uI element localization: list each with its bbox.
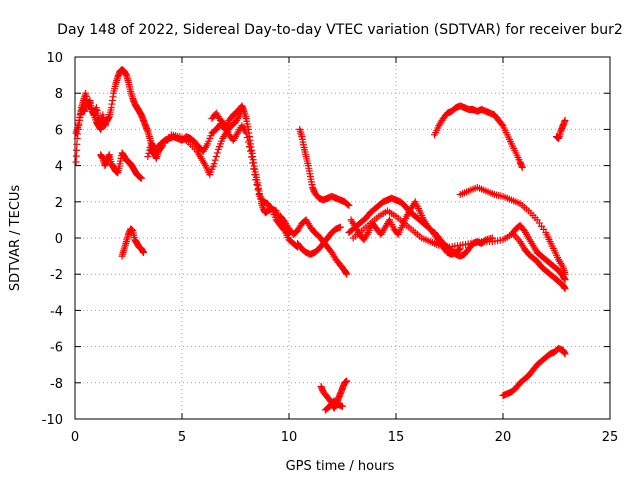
x-tick-label: 20: [495, 430, 512, 445]
data-point: [211, 156, 219, 164]
data-point: [498, 120, 506, 128]
y-tick-label: 8: [55, 87, 63, 102]
data-point: [513, 234, 521, 242]
data-point: [212, 153, 220, 161]
x-tick-label: 15: [388, 430, 405, 445]
data-point: [248, 153, 256, 161]
data-point: [238, 104, 246, 112]
y-axis-title: SDTVAR / TECUs: [8, 185, 23, 292]
data-point: [345, 201, 353, 209]
data-point: [243, 134, 251, 142]
data-point: [267, 204, 275, 212]
data-point: [251, 171, 259, 179]
y-tick-label: -6: [50, 341, 63, 356]
data-point: [561, 350, 569, 358]
axis-ticks: 0 5 10 15 20 25 -10 -8 -6 -4 -2 0 2 4 6 8 10: [42, 51, 619, 445]
data-point: [343, 377, 351, 385]
data-point: [246, 147, 254, 155]
data-point: [344, 201, 352, 209]
data-point: [137, 174, 145, 182]
data-point: [139, 248, 147, 256]
data-points: [72, 66, 569, 414]
y-tick-label: 10: [46, 51, 63, 66]
data-point: [488, 234, 496, 242]
y-tick-label: 2: [55, 196, 63, 211]
data-point: [561, 116, 569, 124]
data-point: [253, 181, 261, 189]
data-point: [343, 270, 351, 278]
y-tick-label: 6: [55, 123, 63, 138]
data-point: [518, 163, 526, 171]
data-point: [254, 186, 262, 194]
y-tick-label: -2: [50, 268, 63, 283]
x-tick-label: 25: [602, 430, 619, 445]
data-point: [245, 143, 253, 151]
x-tick-label: 10: [281, 430, 298, 445]
data-point: [242, 129, 250, 137]
y-tick-label: 0: [55, 232, 63, 247]
data-point: [455, 246, 463, 254]
data-point: [249, 159, 257, 167]
data-point: [336, 223, 344, 231]
data-point: [252, 176, 260, 184]
data-point: [72, 152, 80, 160]
x-tick-label: 5: [178, 430, 186, 445]
x-tick-label: 0: [71, 430, 79, 445]
data-point: [244, 138, 252, 146]
data-point: [339, 402, 346, 410]
data-point: [144, 153, 152, 161]
data-point: [561, 270, 569, 278]
data-point: [250, 165, 258, 173]
data-point: [72, 158, 80, 166]
y-tick-label: -4: [50, 304, 63, 319]
data-point: [220, 119, 228, 127]
data-point: [561, 285, 569, 293]
y-tick-label: -8: [50, 377, 63, 392]
data-point: [73, 146, 81, 154]
chart-title: Day 148 of 2022, Sidereal Day-to-day VTE…: [57, 22, 623, 38]
data-point: [99, 120, 107, 128]
y-tick-label: 4: [55, 160, 63, 175]
y-tick-label: -10: [42, 413, 63, 428]
data-point: [210, 160, 218, 168]
data-point: [424, 223, 432, 231]
data-point: [73, 140, 81, 148]
data-point: [213, 149, 221, 157]
data-point: [158, 143, 166, 151]
x-axis-title: GPS time / hours: [286, 459, 395, 474]
